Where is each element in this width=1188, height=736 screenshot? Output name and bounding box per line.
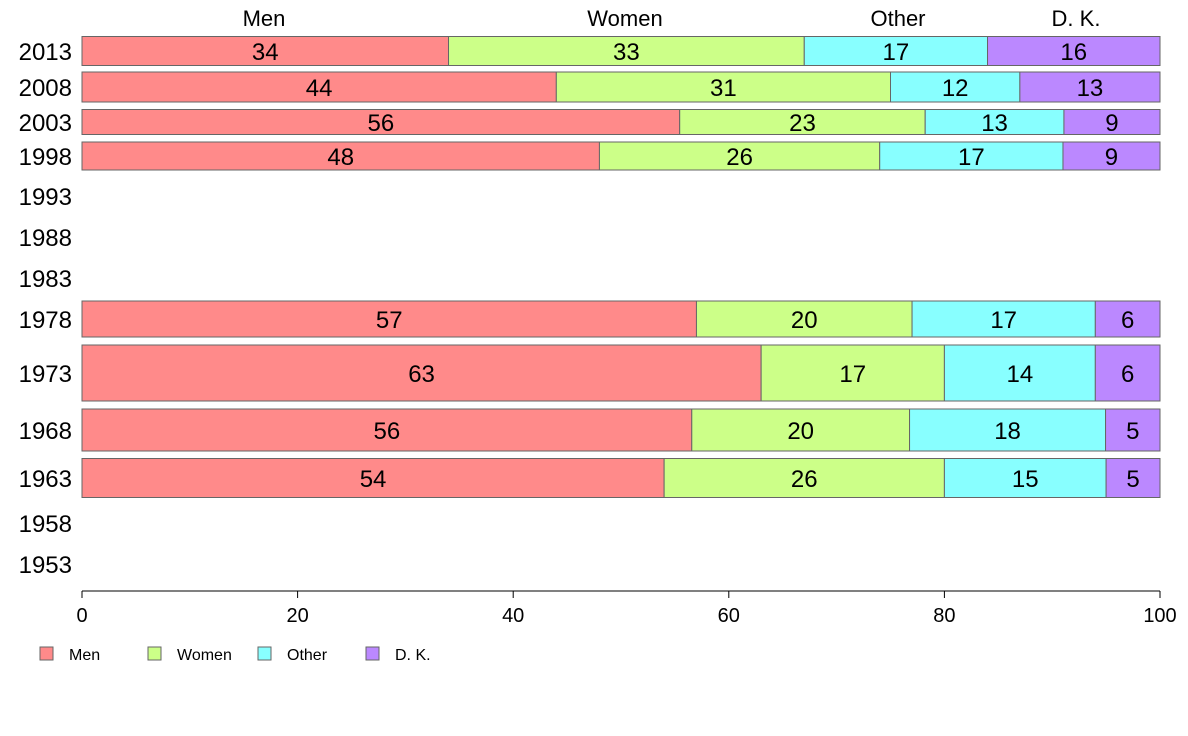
legend: Men Women Other D. K. [39,646,431,664]
value-label-1968-other: 18 [994,418,1021,445]
bar-1998-men [81,141,600,171]
column-header-men: Men [243,6,286,31]
value-label-2013-men: 34 [252,39,279,66]
legend-swatch-other [257,646,272,661]
value-label-2008-women: 31 [710,75,737,102]
year-label-1963: 1963 [19,466,72,493]
year-label-1973: 1973 [19,361,72,388]
value-label-2013-d-k: 16 [1060,39,1087,66]
year-label-2008: 2008 [19,75,72,102]
x-tick-label-60: 60 [718,605,740,627]
x-tick-label-20: 20 [286,605,308,627]
bar-2003-men [81,109,681,135]
bar-2013-other [803,36,989,66]
value-label-1973-men: 63 [408,361,435,388]
column-headers: Men Women Other D. K. [243,6,1101,31]
bar-2013-men [81,36,450,66]
year-label-1983: 1983 [19,266,72,293]
bar-1963-men [81,458,665,498]
bar-1978-other [911,300,1096,338]
bar-1998-women [598,141,881,171]
bar-1963-other [943,458,1107,498]
legend-label-d-k: D. K. [395,647,431,664]
bar-2013-d-k [987,36,1161,66]
year-label-2003: 2003 [19,110,72,137]
column-header-d-k: D. K. [1052,6,1101,31]
value-label-2008-men: 44 [306,75,333,102]
legend-label-women: Women [177,647,232,664]
legend-label-other: Other [287,647,328,664]
x-tick-label-80: 80 [933,605,955,627]
bar-1998-d-k [1062,141,1161,171]
value-label-1968-men: 56 [374,418,401,445]
value-label-1963-other: 15 [1012,466,1039,493]
legend-swatch-d-k [365,646,380,661]
year-label-1998: 1998 [19,144,72,171]
column-header-other: Other [870,6,925,31]
bar-2013-women [448,36,805,66]
value-label-2003-d-k: 9 [1105,110,1118,137]
value-label-2013-women: 33 [613,39,640,66]
year-label-1988: 1988 [19,225,72,252]
bar-1978-men [81,300,697,338]
column-header-women: Women [587,6,662,31]
bar-1978-women [695,300,913,338]
value-label-2003-men: 56 [367,110,394,137]
bar-2003-women [679,109,926,135]
value-label-1963-men: 54 [360,466,387,493]
value-label-1978-other: 17 [990,307,1017,334]
value-label-2008-other: 12 [942,75,969,102]
value-label-1968-women: 20 [787,418,814,445]
legend-label-men: Men [69,647,100,664]
bar-1973-d-k [1094,344,1161,402]
year-label-1978: 1978 [19,307,72,334]
value-label-2003-women: 23 [789,110,816,137]
year-label-1993: 1993 [19,184,72,211]
bar-2003-d-k [1063,109,1161,135]
value-label-1998-women: 26 [726,144,753,171]
x-tick-label-100: 100 [1143,605,1176,627]
bar-1968-d-k [1105,408,1161,452]
value-label-1963-d-k: 5 [1126,466,1139,493]
value-label-1978-men: 57 [376,307,403,334]
value-label-1998-men: 48 [327,144,354,171]
value-label-1973-other: 14 [1007,361,1034,388]
bar-2008-other [890,71,1021,103]
bar-1973-other [943,344,1096,402]
value-label-1963-women: 26 [791,466,818,493]
value-label-1973-d-k: 6 [1121,361,1134,388]
value-label-2003-other: 13 [981,110,1008,137]
value-label-1998-other: 17 [958,144,985,171]
year-label-1953: 1953 [19,552,72,579]
value-label-1978-d-k: 6 [1121,307,1134,334]
bar-1968-men [81,408,693,452]
x-tick-label-40: 40 [502,605,524,627]
value-label-1973-women: 17 [839,361,866,388]
x-axis: 0 20 40 60 80 100 [76,590,1177,627]
year-label-1968: 1968 [19,418,72,445]
year-labels: 2013 2008 2003 1998 1993 1988 1983 1978 1973 1968… [19,39,72,579]
bar-2008-men [81,71,557,103]
bar-1968-other [909,408,1107,452]
value-label-2008-d-k: 13 [1077,75,1104,102]
legend-swatch-women [147,646,162,661]
bar-1973-women [760,344,945,402]
year-label-1958: 1958 [19,511,72,538]
value-label-1978-women: 20 [791,307,818,334]
value-label-2013-other: 17 [883,39,910,66]
value-label-1998-d-k: 9 [1105,144,1118,171]
x-tick-label-0: 0 [76,605,87,627]
bar-1973-men [81,344,762,402]
bar-2008-women [555,71,891,103]
bar-1963-d-k [1105,458,1161,498]
value-label-1968-d-k: 5 [1126,418,1139,445]
year-label-2013: 2013 [19,39,72,66]
legend-swatch-men [39,646,54,661]
bar-1978-d-k [1094,300,1161,338]
bar-2008-d-k [1019,71,1161,103]
